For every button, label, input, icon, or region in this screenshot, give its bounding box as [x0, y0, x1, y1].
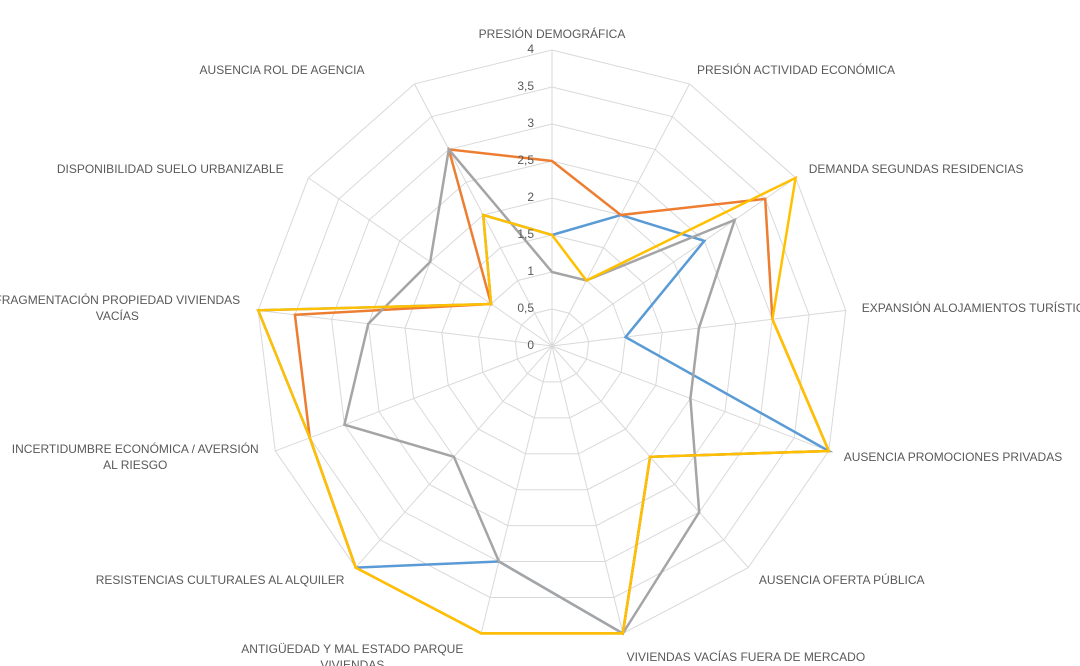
- category-label: DEMANDA SEGUNDAS RESIDENCIAS: [808, 161, 1024, 176]
- category-label: DISPONIBILIDAD SUELO URBANIZABLE: [56, 161, 284, 176]
- tick-label: 3,5: [517, 79, 534, 93]
- series-line: [342, 146, 737, 636]
- tick-label: 0,5: [517, 301, 534, 315]
- category-label: AUSENCIA PROMOCIONES PRIVADAS: [843, 449, 1063, 464]
- grid-ring: [441, 234, 663, 455]
- category-label: INCERTIDUMBRE ECONÓMICA / AVERSIÓN AL RI…: [11, 441, 259, 472]
- series-line: [256, 175, 831, 635]
- category-label: PRESIÓN DEMOGRÁFICA: [478, 27, 626, 41]
- tick-label: 1: [527, 264, 534, 278]
- grid-ring: [478, 271, 626, 419]
- category-label: AUSENCIA OFERTA PÚBLICA: [758, 572, 925, 587]
- tick-label: 1,5: [517, 227, 534, 241]
- category-label: EXPANSIÓN ALOJAMIENTOS TURÍSTICOS: [861, 301, 1080, 316]
- tick-label: 2: [527, 190, 534, 204]
- grid-ring: [331, 123, 773, 563]
- category-label: AUSENCIA ROL DE AGENCIA: [199, 62, 365, 77]
- grid-ring: [514, 308, 590, 383]
- category-label: RESISTENCIAS CULTURALES AL ALQUILER: [95, 572, 345, 587]
- grid-ring: [294, 86, 810, 598]
- tick-label: 3: [527, 116, 534, 130]
- grid-ring: [367, 160, 737, 527]
- category-label: FRAGMENTACIÓN PROPIEDAD VIVIENDAS VACÍAS: [0, 293, 241, 324]
- category-label: PRESIÓN ACTIVIDAD ECONÓMICA: [696, 62, 896, 77]
- category-label: VIVIENDAS VACÍAS FUERA DE MERCADO: [626, 649, 866, 664]
- category-label: ANTIGÜEDAD Y MAL ESTADO PARQUE VIVIENDAS: [241, 641, 464, 666]
- series-line: [293, 147, 831, 635]
- tick-label: 0: [527, 338, 534, 352]
- tick-label: 4: [527, 42, 534, 56]
- tick-label: 2,5: [517, 153, 534, 167]
